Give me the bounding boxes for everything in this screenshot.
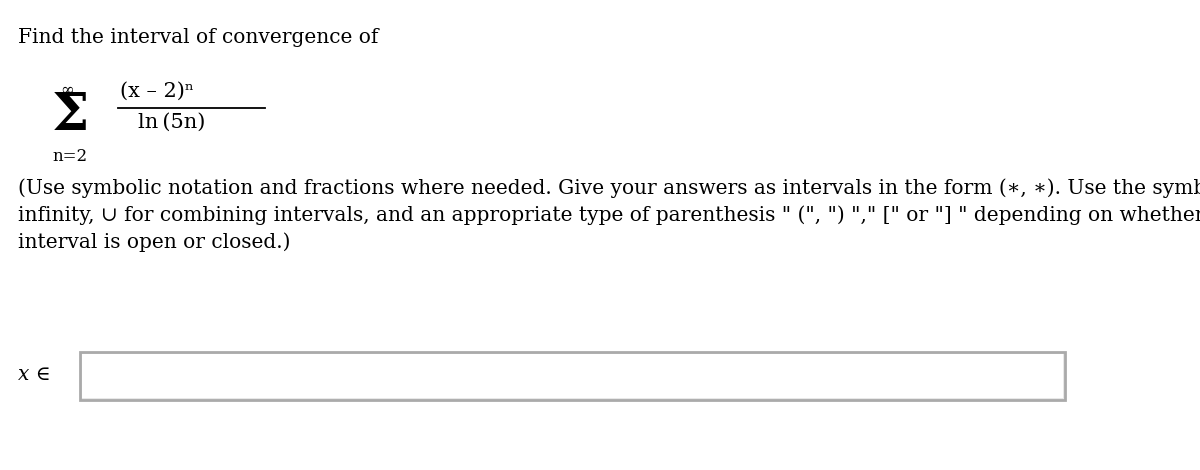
Text: Σ: Σ: [52, 89, 89, 141]
FancyBboxPatch shape: [82, 354, 1063, 398]
Text: x ∈: x ∈: [18, 366, 50, 384]
Text: ln (5n): ln (5n): [138, 113, 205, 132]
FancyBboxPatch shape: [80, 352, 1066, 400]
Text: interval is open or closed.): interval is open or closed.): [18, 232, 290, 251]
Text: Find the interval of convergence of: Find the interval of convergence of: [18, 28, 378, 47]
Text: (Use symbolic notation and fractions where needed. Give your answers as interval: (Use symbolic notation and fractions whe…: [18, 178, 1200, 198]
Text: infinity, ∪ for combining intervals, and an appropriate type of parenthesis " (": infinity, ∪ for combining intervals, and…: [18, 205, 1200, 225]
Text: (x – 2)ⁿ: (x – 2)ⁿ: [120, 82, 194, 101]
Text: n=2: n=2: [52, 148, 88, 165]
Text: ∞: ∞: [60, 82, 74, 99]
